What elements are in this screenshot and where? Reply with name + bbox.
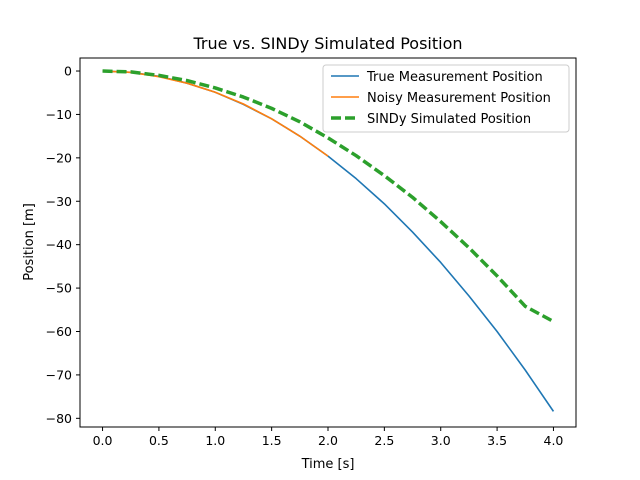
legend-label-true: True Measurement Position: [366, 70, 543, 85]
legend-box: [322, 64, 570, 133]
legend-label-noisy: Noisy Measurement Position: [367, 91, 551, 106]
y-axis-ticks: 0 −10 −20 −30 −40 −50 −60 −70 −80: [46, 64, 80, 426]
x-axis-label: Time [s]: [301, 457, 355, 472]
y-tick-label: −80: [46, 411, 72, 426]
y-tick-label: −40: [46, 237, 72, 252]
x-tick-label: 3.5: [487, 433, 507, 448]
y-tick-label: −50: [46, 281, 72, 296]
x-tick-label: 0.0: [93, 433, 113, 448]
legend-label-sindy: SINDy Simulated Position: [367, 112, 531, 127]
plot-layer: [102, 69, 555, 412]
y-tick-label: −20: [46, 150, 72, 165]
x-tick-label: 0.5: [149, 433, 169, 448]
y-tick-label: −10: [46, 107, 72, 122]
y-tick-label: 0: [64, 64, 72, 79]
x-axis-ticks: 0.0 0.5 1.0 1.5 2.0 2.5 3.0 3.5 4.0: [93, 427, 564, 448]
x-tick-label: 4.0: [544, 433, 564, 448]
chart-title: True vs. SINDy Simulated Position: [193, 34, 463, 53]
y-tick-label: −30: [46, 194, 72, 209]
x-tick-label: 2.5: [374, 433, 394, 448]
x-tick-label: 1.0: [205, 433, 225, 448]
legend: True Measurement Position Noisy Measurem…: [322, 64, 570, 133]
y-tick-label: −60: [46, 324, 72, 339]
y-axis-label: Position [m]: [22, 203, 37, 281]
x-tick-label: 3.0: [431, 433, 451, 448]
x-tick-label: 2.0: [318, 433, 338, 448]
y-tick-label: −70: [46, 367, 72, 382]
x-tick-label: 1.5: [262, 433, 282, 448]
sindy-simulated-line: [102, 69, 555, 324]
